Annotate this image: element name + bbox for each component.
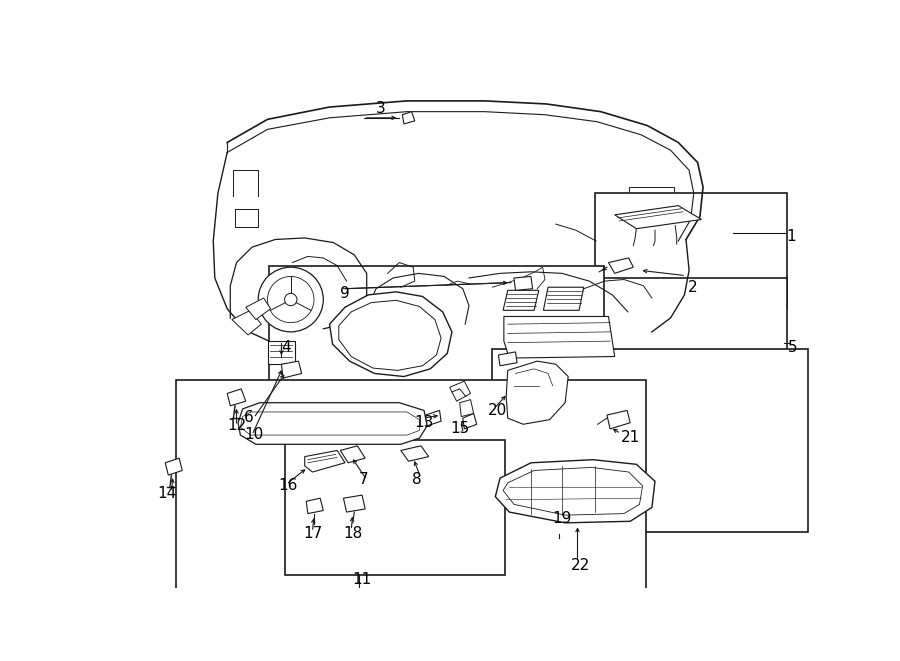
Circle shape: [267, 276, 314, 323]
Bar: [267, 341, 295, 364]
Text: 17: 17: [303, 526, 322, 541]
Text: 20: 20: [488, 403, 507, 418]
Polygon shape: [495, 459, 655, 523]
Text: 5: 5: [788, 340, 798, 354]
Bar: [628, 187, 673, 216]
Text: 18: 18: [344, 526, 363, 541]
Circle shape: [284, 293, 297, 305]
Text: 13: 13: [415, 415, 434, 430]
Text: 15: 15: [450, 421, 470, 436]
Text: 6: 6: [244, 410, 254, 426]
Polygon shape: [232, 310, 261, 335]
Polygon shape: [166, 458, 182, 475]
Polygon shape: [340, 446, 365, 463]
Text: 8: 8: [411, 472, 421, 487]
Polygon shape: [514, 276, 533, 290]
Polygon shape: [503, 290, 539, 310]
Polygon shape: [463, 414, 477, 429]
Text: 9: 9: [340, 286, 350, 301]
Polygon shape: [305, 450, 345, 472]
Polygon shape: [499, 352, 517, 366]
Polygon shape: [607, 410, 630, 429]
Text: 11: 11: [353, 572, 372, 587]
Text: 4: 4: [282, 340, 291, 354]
Bar: [269, 266, 604, 503]
Polygon shape: [329, 292, 452, 377]
Text: 19: 19: [553, 510, 572, 525]
Text: 2: 2: [688, 280, 698, 295]
Bar: [176, 379, 645, 644]
Polygon shape: [544, 288, 584, 310]
Polygon shape: [282, 361, 302, 378]
Polygon shape: [306, 498, 323, 514]
Text: 7: 7: [359, 472, 369, 487]
Text: 1: 1: [787, 229, 796, 245]
Text: 16: 16: [278, 478, 298, 493]
Text: 3: 3: [376, 101, 386, 116]
Polygon shape: [227, 389, 246, 406]
Text: 10: 10: [244, 428, 264, 442]
Polygon shape: [344, 495, 365, 512]
Polygon shape: [460, 400, 473, 416]
Polygon shape: [615, 206, 701, 229]
Polygon shape: [503, 467, 643, 515]
Bar: [492, 349, 808, 532]
Polygon shape: [504, 317, 615, 358]
Polygon shape: [238, 403, 428, 444]
Polygon shape: [450, 381, 471, 401]
Circle shape: [258, 267, 323, 332]
Bar: [284, 440, 505, 575]
Polygon shape: [400, 446, 428, 461]
Polygon shape: [506, 361, 568, 424]
Bar: [595, 193, 787, 309]
Text: 21: 21: [621, 430, 640, 446]
Polygon shape: [402, 112, 415, 124]
Polygon shape: [338, 300, 441, 370]
Text: 14: 14: [158, 486, 176, 501]
Text: 12: 12: [227, 418, 247, 433]
Polygon shape: [608, 258, 634, 274]
Polygon shape: [246, 298, 271, 319]
Bar: [492, 278, 787, 409]
Polygon shape: [426, 410, 441, 426]
Text: 22: 22: [572, 559, 590, 573]
